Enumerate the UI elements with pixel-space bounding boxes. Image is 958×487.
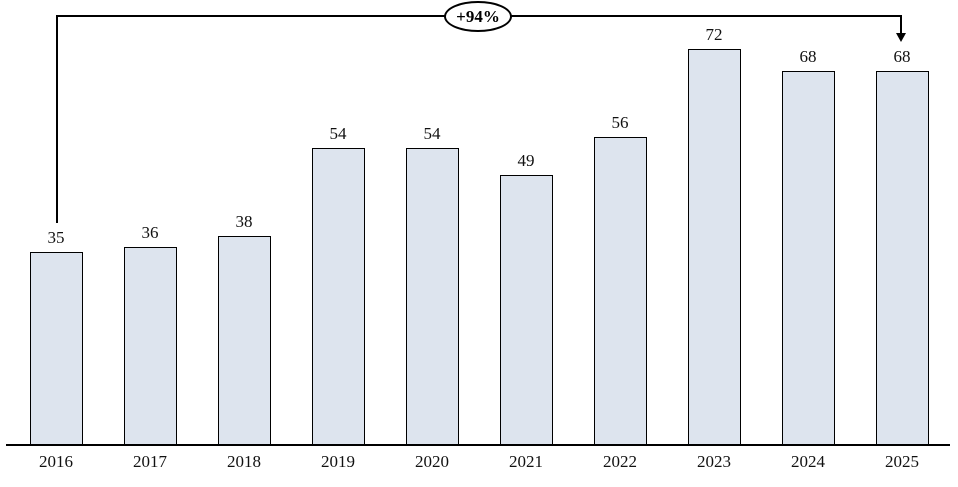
growth-bracket-right-line xyxy=(900,15,902,34)
bar-2025 xyxy=(875,71,929,445)
value-label-2020: 54 xyxy=(423,124,441,143)
bar-2018 xyxy=(217,236,271,445)
value-label-2019: 54 xyxy=(329,124,347,143)
down-arrow-icon xyxy=(896,33,906,42)
year-label-2017: 2017 xyxy=(133,452,167,471)
growth-badge-label: +94% xyxy=(456,6,500,26)
bar-2017 xyxy=(123,247,177,445)
year-label-2023: 2023 xyxy=(697,452,731,471)
value-label-2024: 68 xyxy=(799,47,817,66)
value-label-2023: 72 xyxy=(705,25,723,44)
year-label-2022: 2022 xyxy=(603,452,637,471)
growth-bracket-left-line xyxy=(56,15,58,223)
bar-2019 xyxy=(311,148,365,445)
bar-2024 xyxy=(781,71,835,445)
growth-badge: +94% xyxy=(444,1,512,32)
bar-2020 xyxy=(405,148,459,445)
year-label-2019: 2019 xyxy=(321,452,355,471)
bar-2021 xyxy=(499,175,553,445)
year-label-2020: 2020 xyxy=(415,452,449,471)
bar-2023 xyxy=(687,49,741,445)
value-label-2016: 35 xyxy=(47,228,65,247)
year-label-2021: 2021 xyxy=(509,452,543,471)
value-label-2025: 68 xyxy=(893,47,911,66)
year-label-2016: 2016 xyxy=(39,452,73,471)
value-label-2021: 49 xyxy=(517,151,535,170)
value-label-2018: 38 xyxy=(235,212,253,231)
year-label-2024: 2024 xyxy=(791,452,825,471)
value-label-2022: 56 xyxy=(611,113,629,132)
value-label-2017: 36 xyxy=(141,223,159,242)
x-axis-line xyxy=(6,444,950,446)
bar-2016 xyxy=(29,252,83,445)
year-label-2025: 2025 xyxy=(885,452,919,471)
bar-2022 xyxy=(593,137,647,445)
year-label-2018: 2018 xyxy=(227,452,261,471)
